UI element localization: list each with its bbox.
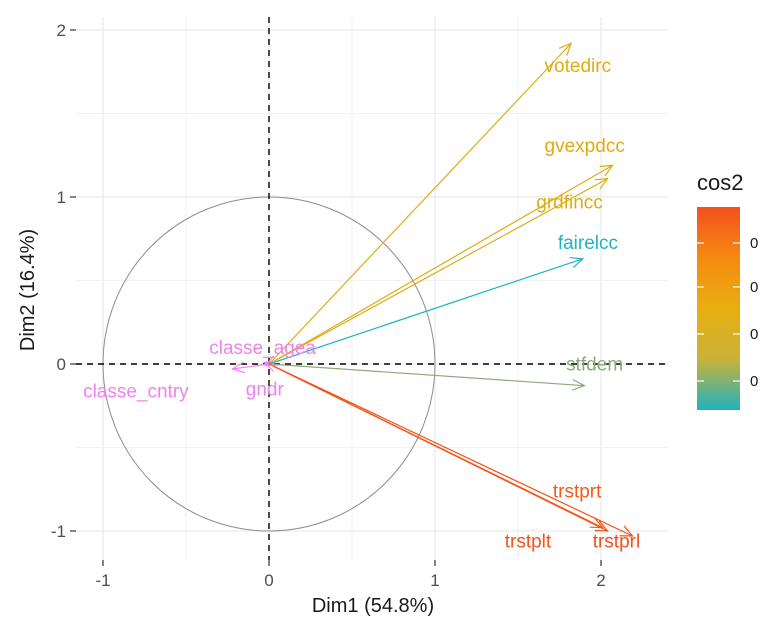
label-stfdem: stfdem	[566, 355, 623, 376]
arrow-head-classe_agea	[262, 360, 278, 372]
arrow-gndr	[264, 355, 279, 367]
arrow-shaft-fairelcc	[268, 258, 583, 365]
label-gndr: gndr	[246, 380, 285, 401]
label-grdfincc: grdfincc	[536, 193, 603, 214]
y-tick-label: 2	[57, 21, 66, 40]
legend-colorbar	[697, 207, 740, 410]
arrow-head-gvexpdcc	[599, 164, 614, 177]
arrow-head-classe_cntry	[231, 361, 246, 374]
y-tick-label: -1	[51, 522, 66, 541]
legend-title: cos2	[697, 170, 743, 195]
grid	[76, 17, 668, 560]
plot-panel	[76, 17, 668, 560]
label-trstprt: trstprt	[553, 482, 602, 503]
x-axis-ticks: -1 0 1 2	[95, 560, 606, 590]
arrow-votedirc	[268, 42, 573, 365]
legend-tick-label: 0	[750, 279, 758, 296]
y-tick-label: 1	[57, 188, 66, 207]
label-gvexpdcc: gvexpdcc	[545, 136, 625, 157]
arrow-fairelcc	[268, 256, 585, 365]
y-axis-title: Dim2 (16.4%)	[17, 229, 39, 351]
legend-tick-label: 0	[750, 326, 758, 343]
variable-arrows	[231, 42, 634, 537]
arrow-grdfincc	[268, 177, 609, 365]
arrow-shaft-grdfincc	[268, 178, 608, 365]
x-axis-title: Dim1 (54.8%)	[312, 595, 434, 617]
arrow-trstplt	[268, 363, 609, 532]
arrow-shaft-stfdem	[268, 363, 585, 387]
arrow-trstprl	[268, 363, 634, 537]
arrow-head-fairelcc	[569, 256, 585, 269]
y-axis-ticks: -1 0 1 2	[51, 21, 76, 541]
zero-lines	[76, 17, 668, 560]
arrow-shaft-votedirc	[268, 42, 572, 365]
label-classe_agea: classe_agea	[209, 338, 316, 359]
arrow-head-trstprl	[619, 525, 634, 537]
legend-tick-label: 0	[750, 373, 758, 390]
label-fairelcc: fairelcc	[558, 233, 618, 254]
arrow-head-grdfincc	[594, 177, 609, 190]
arrow-classe_cntry	[231, 361, 270, 374]
label-trstprl: trstprl	[593, 532, 641, 553]
arrow-head-trstplt	[594, 520, 609, 532]
arrow-shaft-trstprl	[268, 363, 633, 537]
label-classe_cntry: classe_cntry	[83, 381, 189, 402]
arrow-shaft-gvexpdcc	[268, 164, 613, 365]
arrow-head-votedirc	[558, 42, 573, 56]
legend-tick-label: 0	[750, 235, 758, 252]
label-votedirc: votedirc	[545, 56, 612, 77]
arrow-shaft-classe_cntry	[232, 363, 270, 370]
label-trstplt: trstplt	[505, 532, 552, 553]
arrow-shaft-trstplt	[268, 363, 608, 532]
y-tick-label: 0	[57, 355, 66, 374]
arrow-stfdem	[268, 363, 586, 391]
arrow-head-stfdem	[571, 379, 586, 391]
x-tick-label: -1	[95, 571, 110, 590]
arrow-gvexpdcc	[268, 164, 614, 365]
legend: cos2 0 0 0 0	[697, 170, 758, 410]
legend-ticks: 0 0 0 0	[697, 235, 758, 390]
x-tick-label: 0	[264, 571, 273, 590]
arrow-head-trstprt	[589, 517, 604, 529]
x-tick-label: 1	[430, 571, 439, 590]
x-tick-label: 2	[596, 571, 605, 590]
variable-labels: votedirc gvexpdcc grdfincc fairelcc stfdem tr…	[83, 56, 640, 553]
arrow-head-gndr	[264, 355, 279, 367]
